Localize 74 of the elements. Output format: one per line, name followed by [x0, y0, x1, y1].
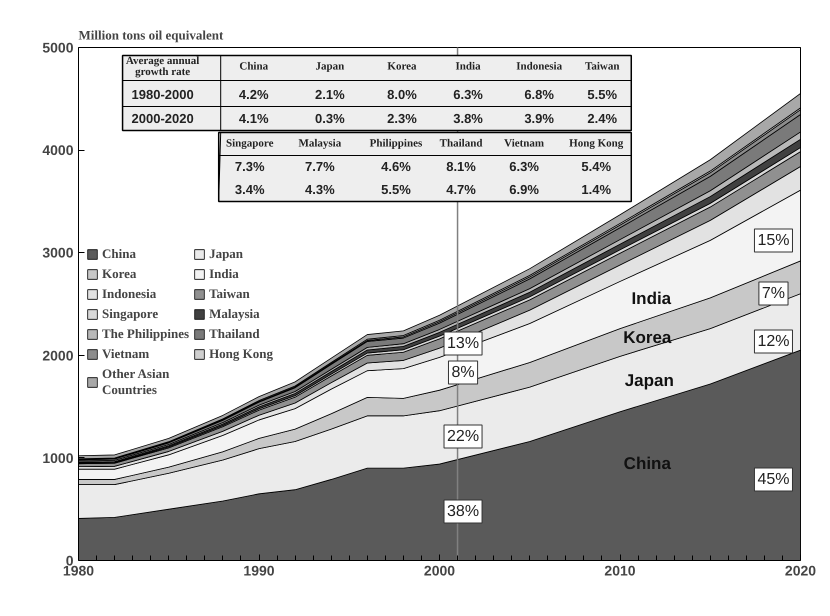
annotation: Korea — [387, 60, 418, 72]
annotation: 15% — [757, 232, 790, 249]
x-tick-label: 2010 — [604, 562, 636, 578]
annotation: 12% — [757, 333, 790, 350]
x-tick-label: 1990 — [243, 562, 275, 578]
annotation: 2.4% — [587, 111, 618, 126]
annotation: 5.4% — [581, 159, 612, 174]
annotation: 4.6% — [381, 159, 412, 174]
annotation: 2000-2020 — [132, 111, 194, 126]
annotation: 2.1% — [315, 87, 346, 102]
annotation: Indonesia — [516, 60, 563, 72]
annotation: Malaysia — [298, 138, 342, 150]
annotation: 6.9% — [509, 182, 540, 197]
legend-label: Taiwan — [209, 286, 250, 302]
legend-label: Thailand — [209, 326, 260, 342]
annotation: China — [624, 454, 672, 473]
annotation: Hong Kong — [569, 138, 624, 150]
annotation: 5.5% — [381, 182, 412, 197]
annotation: Taiwan — [585, 60, 620, 72]
annotation: 7% — [762, 285, 786, 302]
legend-label: The Philippines — [102, 326, 190, 342]
annotation: 1980-2000 — [132, 87, 194, 102]
legend-label: Indonesia — [102, 286, 156, 302]
annotation: 7.7% — [305, 159, 336, 174]
annotation: 45% — [757, 471, 790, 488]
legend-label: Korea — [102, 266, 136, 282]
annotation: Thailand — [440, 138, 482, 150]
y-tick-label: 1000 — [42, 450, 74, 466]
annotation: 3.8% — [453, 111, 484, 126]
annotation: 7.3% — [234, 159, 265, 174]
annotation: 5.5% — [587, 87, 618, 102]
annotation: Philippines — [370, 138, 423, 150]
annotation: Japan — [315, 60, 344, 72]
annotation: Korea — [623, 328, 672, 347]
y-tick-label: 2000 — [42, 347, 74, 364]
annotation: 8% — [451, 364, 475, 381]
annotation: Singapore — [226, 138, 274, 150]
annotation: Average annual growth rate — [126, 55, 200, 78]
annotation: India — [631, 289, 672, 308]
legend-label: Malaysia — [209, 306, 260, 322]
annotation: 4.3% — [305, 182, 336, 197]
annotation: 6.3% — [453, 87, 484, 102]
legend-label: Vietnam — [102, 346, 150, 362]
annotation: 1.4% — [581, 182, 612, 197]
annotation: China — [239, 60, 269, 72]
legend-label: Hong Kong — [209, 346, 273, 362]
annotation: 4.1% — [238, 111, 269, 126]
annotation: 8.0% — [387, 87, 418, 102]
annotation: 22% — [447, 428, 480, 445]
annotation: 6.3% — [509, 159, 540, 174]
annotation: 0.3% — [315, 111, 346, 126]
y-tick-label: 4000 — [42, 142, 74, 158]
legend-label: Other Asian Countries — [102, 366, 170, 398]
annotation: 13% — [447, 335, 480, 352]
annotation: 2.3% — [387, 111, 418, 126]
legend-label: Singapore — [102, 306, 158, 322]
legend-label: Japan — [209, 246, 244, 262]
annotation: 3.9% — [524, 111, 554, 126]
x-tick-label: 2000 — [424, 562, 456, 578]
annotation: Vietnam — [504, 138, 544, 150]
legend-label: India — [209, 266, 239, 282]
annotation: India — [456, 60, 482, 72]
legend-label: China — [102, 246, 136, 262]
y-axis-title: Million tons oil equivalent — [78, 28, 224, 42]
y-tick-label: 5000 — [42, 40, 74, 56]
annotation: 38% — [447, 503, 480, 520]
annotation: 3.4% — [234, 182, 265, 197]
annotation: 4.7% — [446, 182, 476, 197]
x-tick-label: 2020 — [784, 562, 816, 578]
annotation: Japan — [624, 371, 674, 390]
annotation: 4.2% — [238, 87, 269, 102]
y-tick-label: 3000 — [42, 244, 74, 261]
annotation: 8.1% — [446, 159, 476, 174]
annotation: 6.8% — [524, 87, 554, 102]
